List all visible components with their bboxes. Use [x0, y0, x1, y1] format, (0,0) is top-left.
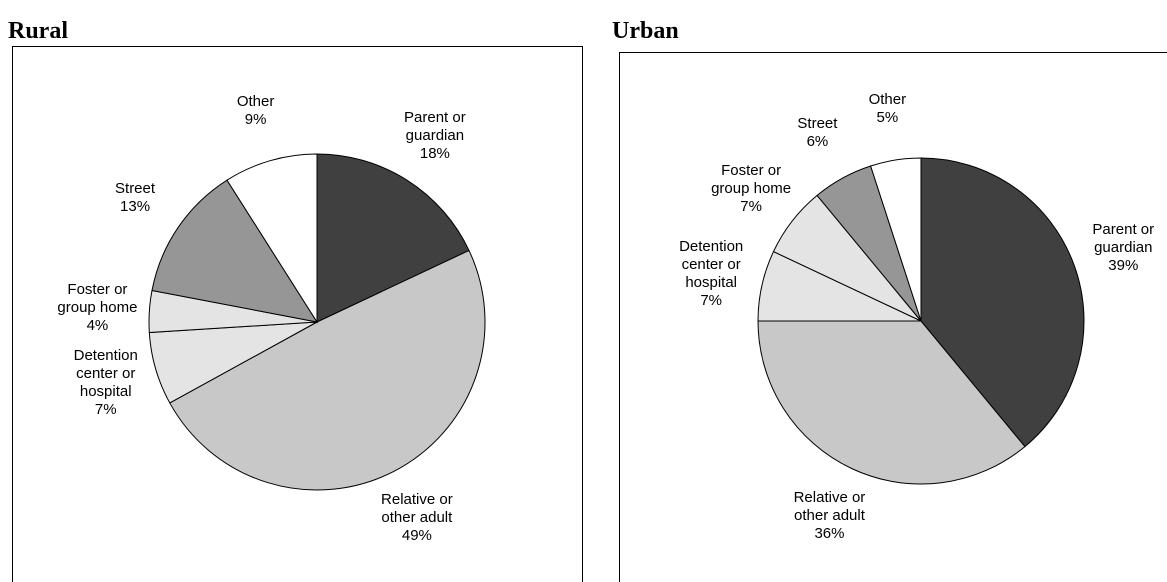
slice-label: Other 5%	[839, 91, 935, 127]
value-label: 7%	[700, 292, 723, 310]
value-label: 7%	[740, 198, 762, 216]
slice-label: Detention center or hospital 7%	[663, 238, 759, 310]
category-label: Other	[236, 92, 275, 110]
slice-label: Foster or group home 7%	[703, 162, 799, 216]
pie-slice	[920, 157, 1085, 448]
category-label: Relative or other adult	[381, 491, 453, 527]
chart-frame	[619, 52, 1167, 582]
category-label: Parent or guardian	[404, 109, 466, 145]
category-label: Street	[797, 114, 838, 132]
chart-title: Urban	[612, 18, 679, 44]
category-label: Parent or guardian	[1092, 221, 1155, 257]
chart-frame	[12, 46, 583, 582]
slice-label: Parent or guardian 39%	[1075, 221, 1167, 275]
pie-slice	[757, 320, 1026, 485]
chart-title: Rural	[8, 18, 68, 44]
value-label: 7%	[94, 401, 117, 419]
category-label: Foster or group home	[57, 281, 138, 317]
pie-slice	[869, 157, 922, 322]
pie-slice	[316, 153, 470, 323]
value-label: 9%	[244, 110, 267, 128]
category-label: Relative or other adult	[793, 488, 866, 524]
slice-label: Street 13%	[87, 180, 183, 216]
value-label: 39%	[1108, 257, 1139, 275]
category-label: Other	[868, 90, 907, 108]
category-label: Foster or group home	[711, 162, 792, 198]
category-label: Detention center or hospital	[73, 347, 138, 401]
category-label: Detention center or hospital	[679, 238, 744, 292]
value-label: 4%	[86, 317, 109, 335]
pie-slice	[226, 153, 318, 324]
value-label: 6%	[806, 132, 829, 150]
value-label: 49%	[401, 527, 432, 545]
pie-slice	[151, 179, 319, 323]
value-label: 18%	[419, 145, 450, 163]
slice-label: Relative or other adult 36%	[781, 489, 877, 543]
slice-label: Street 6%	[769, 115, 865, 151]
slice-label: Parent or guardian 18%	[387, 109, 483, 163]
pie-slice	[169, 249, 486, 491]
slice-label: Foster or group home 4%	[49, 281, 145, 335]
value-label: 36%	[814, 524, 845, 542]
category-label: Street	[115, 180, 156, 198]
value-label: 13%	[120, 198, 151, 216]
value-label: 5%	[876, 108, 899, 126]
slice-label: Detention center or hospital 7%	[58, 347, 154, 419]
slice-label: Other 9%	[208, 93, 304, 129]
slice-label: Relative or other adult 49%	[369, 491, 465, 545]
